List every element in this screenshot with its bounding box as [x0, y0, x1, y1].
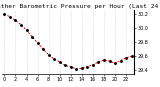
Title: Milwaukee Weather Barometric Pressure per Hour (Last 24 Hours): Milwaukee Weather Barometric Pressure pe… — [0, 4, 160, 9]
